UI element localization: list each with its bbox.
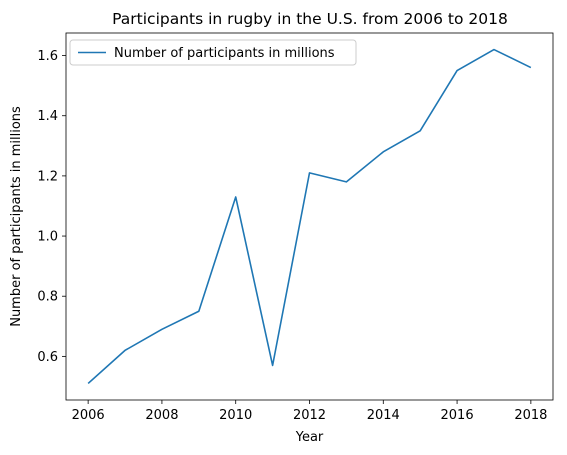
chart-title: Participants in rugby in the U.S. from 2… <box>112 10 508 28</box>
y-tick-label: 1.2 <box>37 169 58 184</box>
x-tick-label: 2008 <box>145 408 178 423</box>
x-axis-title: Year <box>295 430 324 445</box>
y-tick-label: 1.4 <box>37 109 58 124</box>
series-layer <box>87 48 532 385</box>
y-axis-title: Number of participants in millions <box>9 106 24 327</box>
x-tick-label: 2016 <box>441 408 474 423</box>
y-tick-label: 0.8 <box>37 290 58 305</box>
legend-box <box>69 39 357 66</box>
y-tick-label: 1.6 <box>37 49 58 64</box>
x-axis: 2006 2008 2010 2012 2014 2016 2018 <box>72 400 547 423</box>
x-tick-label: 2012 <box>293 408 326 423</box>
x-tick-label: 2006 <box>72 408 105 423</box>
y-tick-label: 1.0 <box>37 230 58 245</box>
y-axis: 0.6 0.8 1.0 1.2 1.4 1.6 <box>37 49 66 365</box>
y-tick-label: 0.6 <box>37 350 58 365</box>
series-line-0 <box>87 48 532 385</box>
x-tick-label: 2014 <box>367 408 400 423</box>
x-tick-label: 2010 <box>219 408 252 423</box>
x-tick-label: 2018 <box>514 408 547 423</box>
legend-label: Number of participants in millions <box>114 46 335 61</box>
legend: Number of participants in millions <box>69 39 357 66</box>
plot-frame <box>65 32 554 401</box>
